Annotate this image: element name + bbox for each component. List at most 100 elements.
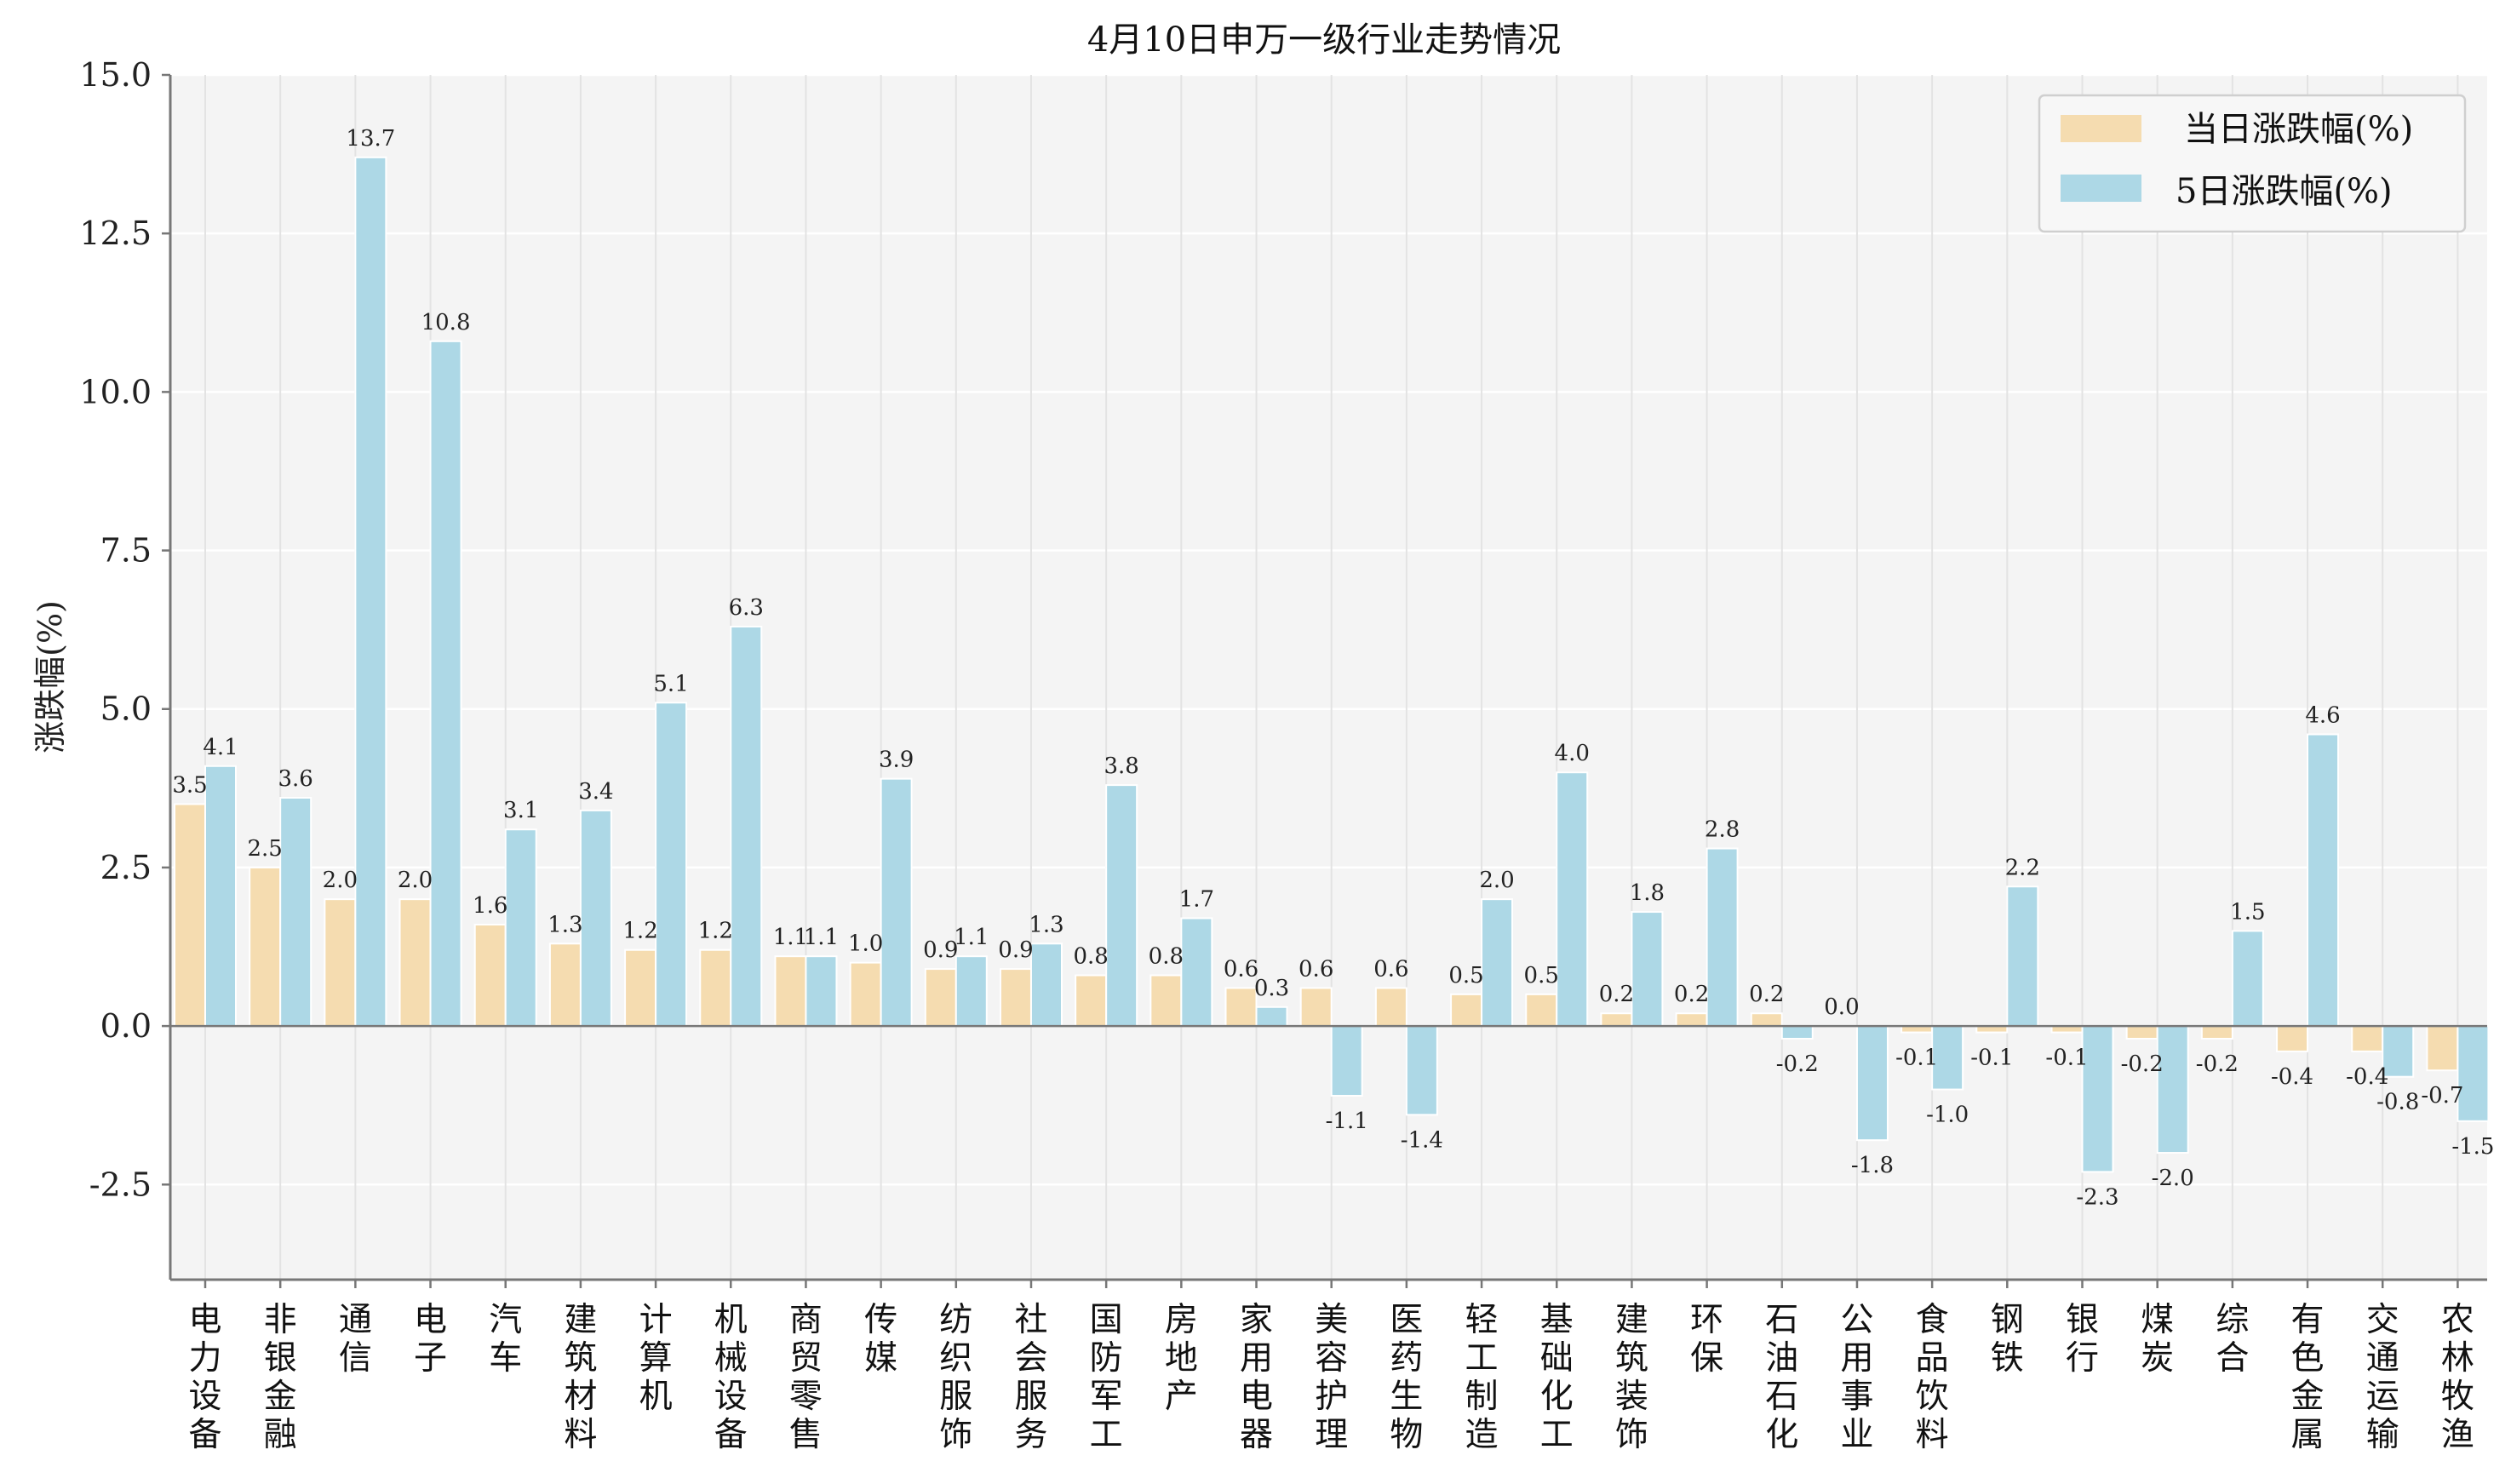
chart-title: 4月10日申万一级行业走势情况	[1087, 20, 1561, 60]
bar-5day	[730, 625, 763, 1028]
x-category-label: 美容护理	[1315, 1301, 1348, 1454]
data-label-5day: -0.8	[2376, 1090, 2419, 1115]
x-category-label: 社会服务	[1014, 1301, 1047, 1454]
bar-5day	[2081, 1025, 2114, 1173]
bar-5day	[204, 765, 237, 1028]
data-label-5day: -0.2	[1776, 1051, 1819, 1077]
data-label-daily: 0.6	[1224, 956, 1258, 982]
bar-5day	[2231, 930, 2264, 1028]
data-label-daily: -0.1	[1895, 1046, 1938, 1071]
bar-5day	[1706, 847, 1739, 1028]
y-tick-label: -2.5	[89, 1166, 152, 1203]
bar-daily	[2200, 1025, 2233, 1040]
bar-daily	[473, 923, 507, 1028]
bar-daily	[2426, 1025, 2459, 1072]
bar-5day	[1556, 771, 1589, 1028]
bar-daily	[624, 948, 657, 1028]
bar-daily	[1149, 974, 1183, 1028]
bar-5day	[2156, 1025, 2189, 1155]
x-category-label: 电子	[414, 1301, 447, 1378]
x-category-label: 房地产	[1165, 1301, 1198, 1416]
x-category-label: 综合	[2216, 1301, 2249, 1378]
bars	[174, 156, 2490, 1173]
data-label-daily: 1.3	[547, 912, 582, 937]
bar-5day	[2382, 1025, 2415, 1078]
x-category-label: 电力设备	[188, 1301, 221, 1454]
bar-daily	[1525, 993, 1558, 1028]
bar-daily	[398, 898, 432, 1028]
y-tick-label: 15.0	[79, 56, 152, 94]
data-label-daily: 0.0	[1824, 994, 1859, 1020]
x-category-label: 汽车	[489, 1301, 522, 1378]
data-label-daily: 0.6	[1298, 956, 1333, 982]
data-label-daily: 0.8	[1149, 944, 1184, 970]
bar-5day	[1029, 943, 1063, 1028]
data-label-daily: 0.9	[923, 937, 958, 963]
bar-daily	[1600, 1012, 1633, 1028]
data-label-5day: 5.1	[653, 671, 688, 696]
data-label-daily: 0.5	[1448, 963, 1483, 988]
y-axis-label: 涨跌幅(%)	[32, 600, 69, 753]
data-label-daily: -0.4	[2346, 1064, 2388, 1090]
data-label-daily: 1.1	[773, 925, 808, 950]
data-label-5day: -1.4	[1401, 1127, 1443, 1153]
data-label-daily: 2.5	[248, 836, 283, 862]
x-category-label: 银行	[2066, 1301, 2099, 1378]
bar-5day	[805, 955, 838, 1028]
y-tick-label: 2.5	[100, 849, 152, 886]
bar-daily	[1675, 1012, 1708, 1028]
bar-5day	[354, 156, 387, 1028]
data-label-5day: 2.8	[1705, 817, 1740, 843]
data-label-daily: 0.5	[1524, 963, 1559, 988]
bar-daily	[1224, 987, 1258, 1028]
data-label-5day: 13.7	[346, 126, 395, 152]
x-category-label: 商贸零售	[789, 1301, 823, 1454]
x-category-label: 计算机	[639, 1301, 673, 1416]
data-label-daily: 1.0	[848, 931, 883, 957]
data-label-daily: 0.6	[1373, 956, 1408, 982]
data-label-daily: 2.0	[323, 868, 358, 893]
bar-daily	[174, 803, 206, 1028]
data-label-5day: 3.6	[278, 766, 313, 792]
x-category-label: 石油石化	[1765, 1301, 1798, 1454]
data-label-5day: -1.8	[1851, 1153, 1894, 1178]
data-label-5day: 1.3	[1029, 912, 1063, 937]
data-label-5day: 3.1	[503, 798, 538, 823]
data-label-5day: 1.1	[804, 925, 839, 950]
x-category-label: 通信	[339, 1301, 372, 1378]
x-category-label: 煤炭	[2141, 1301, 2174, 1378]
bar-5day	[579, 809, 612, 1028]
x-category-label: 建筑材料	[564, 1301, 597, 1454]
x-category-label: 食品饮料	[1916, 1301, 1949, 1454]
data-label-5day: 1.7	[1179, 887, 1214, 913]
data-labels: 3.5 2.5 2.0 2.0 1.6 1.3 1.2 1.2 1.1 1.0 0.9 0.9 0.8 0…	[172, 126, 2494, 1211]
data-label-5day: -1.5	[2451, 1134, 2494, 1160]
bar-daily	[1299, 987, 1333, 1028]
bar-5day	[1481, 898, 1514, 1028]
data-label-daily: -0.7	[2421, 1083, 2463, 1109]
bar-5day	[1780, 1025, 1814, 1040]
x-category-label: 有色金属	[2291, 1301, 2325, 1454]
data-label-5day: 10.8	[421, 310, 471, 335]
bar-5day	[955, 955, 988, 1028]
x-category-label: 非银金融	[264, 1301, 297, 1454]
x-category-label: 建筑装饰	[1615, 1301, 1648, 1454]
bar-daily	[2351, 1025, 2384, 1052]
bar-daily	[1750, 1012, 1783, 1028]
data-label-5day: 1.1	[954, 925, 989, 950]
data-label-daily: 2.0	[398, 868, 433, 893]
data-label-daily: 1.2	[698, 919, 733, 944]
legend: 当日涨跌幅(%) 5日涨跌幅(%)	[2038, 94, 2467, 233]
x-category-label: 公用事业	[1840, 1301, 1873, 1454]
x-category-label: 基础化工	[1540, 1301, 1574, 1454]
bar-daily	[548, 943, 582, 1028]
x-category-label: 传媒	[864, 1301, 897, 1378]
legend-box	[2038, 94, 2467, 233]
data-label-daily: -0.1	[1970, 1046, 2013, 1071]
bar-daily	[1450, 993, 1483, 1028]
data-label-5day: 1.8	[1630, 880, 1665, 906]
data-label-5day: -2.3	[2076, 1184, 2118, 1210]
x-category-label: 机械设备	[714, 1301, 748, 1454]
data-label-5day: 2.2	[2005, 855, 2040, 880]
